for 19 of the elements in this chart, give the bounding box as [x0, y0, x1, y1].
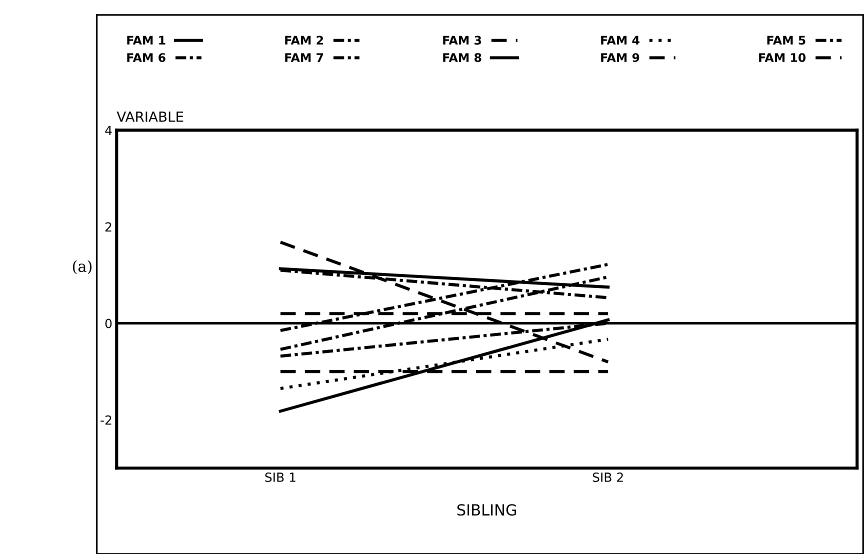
x-tick-label: SIB 1: [265, 472, 296, 482]
legend-label: FAM 5: [767, 36, 806, 45]
y-tick-label: 4: [105, 126, 112, 135]
legend-label: FAM 9: [601, 53, 640, 62]
legend-label: FAM 6: [127, 53, 166, 62]
x-axis-title: SIBLING: [457, 504, 516, 516]
legend-label: FAM 7: [285, 53, 324, 62]
legend-label: FAM 1: [127, 36, 166, 45]
legend-label: FAM 3: [443, 36, 482, 45]
legend-label: FAM 10: [759, 53, 806, 62]
x-tick-label: SIB 2: [592, 472, 623, 482]
y-tick-label: -2: [100, 415, 112, 425]
y-tick-label: 2: [105, 222, 112, 232]
text: (a): [72, 260, 92, 274]
legend-label: FAM 4: [601, 36, 640, 45]
y-axis-title: VARIABLE: [116, 112, 184, 122]
legend-label: FAM 8: [443, 53, 482, 62]
legend-label: FAM 2: [285, 36, 323, 45]
y-tick-label: 0: [105, 318, 112, 328]
